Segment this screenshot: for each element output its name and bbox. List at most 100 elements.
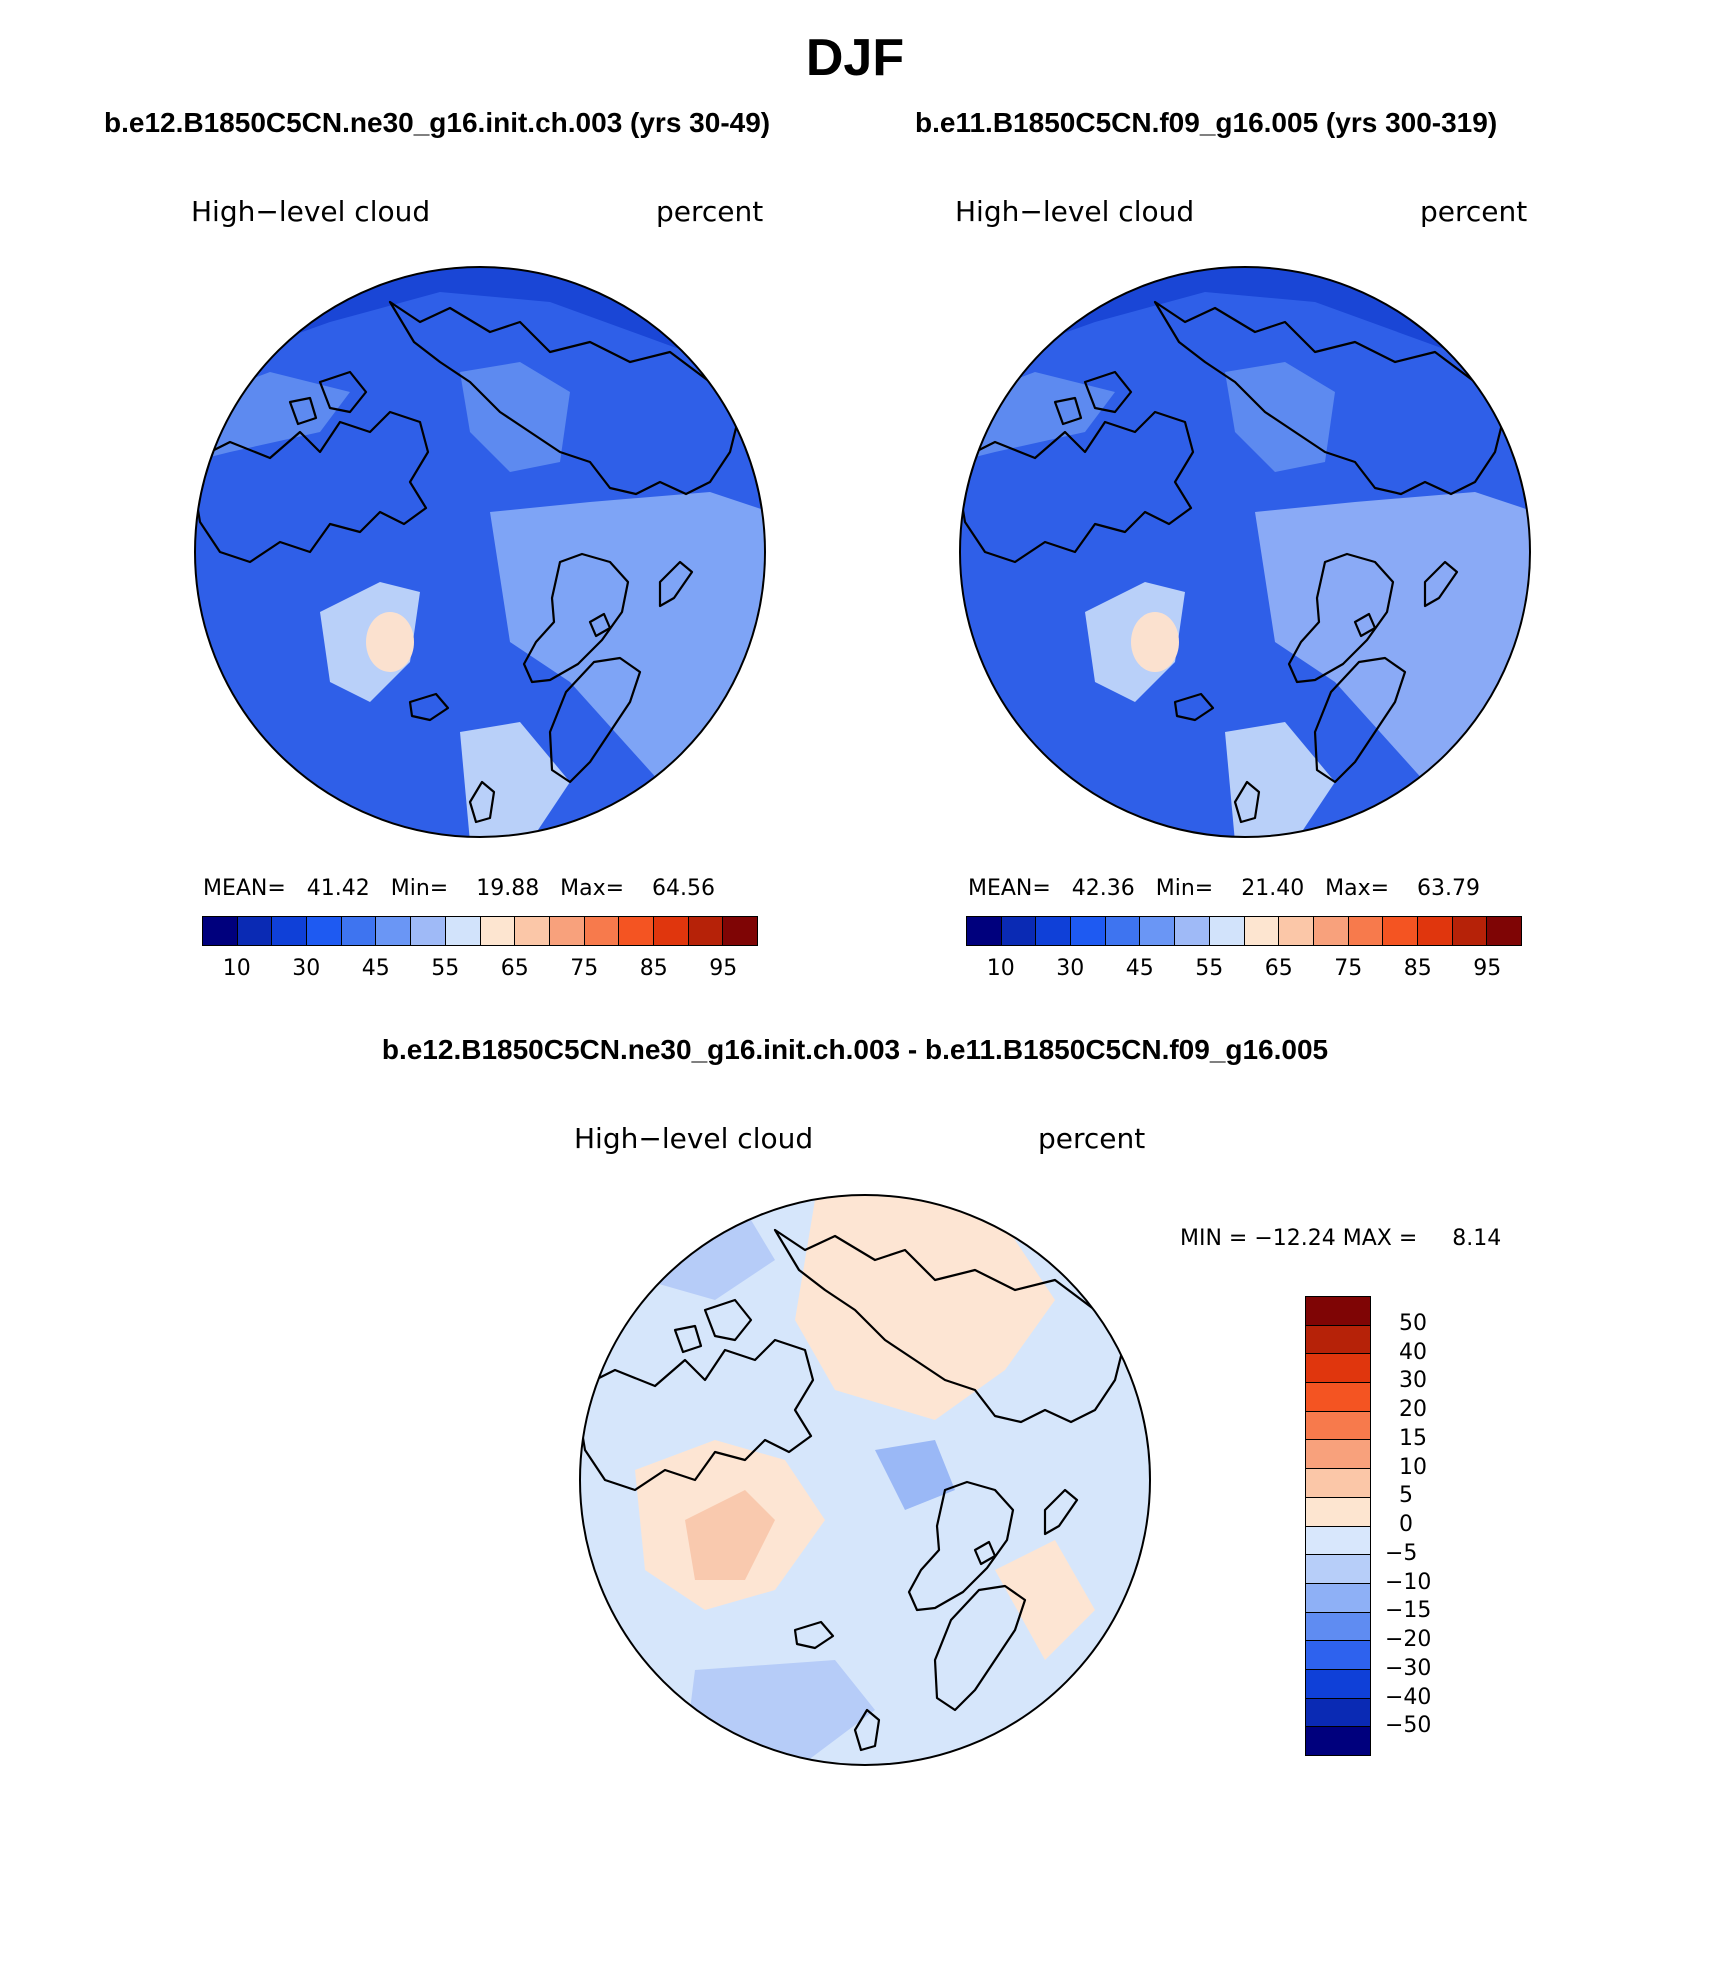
panel-1-map-boundary xyxy=(194,266,766,838)
panel-1-coastline xyxy=(658,560,694,608)
panel-2-colorbar-swatch xyxy=(1348,917,1384,945)
panel-1-coastline xyxy=(468,780,496,824)
diff-title: b.e12.B1850C5CN.ne30_g16.init.ch.003 - b… xyxy=(381,1034,1329,1065)
diff-colorbar-swatch xyxy=(1306,1555,1370,1584)
panel-1-map-fill xyxy=(195,267,765,837)
panel-2-colorbar-swatch xyxy=(1417,917,1453,945)
panel-2-polar-map xyxy=(959,266,1531,838)
panel-1-colorbar-swatch xyxy=(653,917,689,945)
panel-1-colorbar-tick-label: 65 xyxy=(500,956,529,981)
diff-coastline xyxy=(973,1540,997,1566)
panel-1-colorbar-swatch xyxy=(688,917,724,945)
diff-colorbar-tick-label: −50 xyxy=(1385,1713,1432,1739)
panel-2-colorbar-tick-label: 85 xyxy=(1403,956,1432,981)
panel-1-variable-label: High−level cloud xyxy=(191,195,431,228)
panel-2-map-fill xyxy=(960,267,1530,837)
diff-field-warm xyxy=(795,1195,1055,1420)
panel-1-colorbar-tick-label: 10 xyxy=(222,956,251,981)
panel-2-coastline xyxy=(1287,552,1395,684)
panel-1-colorbar-swatch xyxy=(515,917,550,945)
diff-colorbar-swatch xyxy=(1306,1383,1370,1412)
panel-1-colorbar-tick-label: 30 xyxy=(292,956,321,981)
diff-colorbar-swatch xyxy=(1306,1669,1370,1699)
diff-colorbar xyxy=(1305,1296,1371,1756)
diff-colorbar-swatch xyxy=(1306,1297,1370,1326)
panel-2-colorbar-swatch xyxy=(1105,917,1141,945)
panel-2-colorbar-swatch xyxy=(1313,917,1349,945)
panel-2-field-pale-2 xyxy=(1225,722,1335,837)
diff-colorbar-tick-label: 30 xyxy=(1399,1368,1427,1394)
panel-2-colorbar-tick-label: 55 xyxy=(1195,956,1224,981)
panel-2-colorbar-swatch xyxy=(967,917,1002,945)
diff-coastline xyxy=(907,1480,1015,1612)
diff-colorbar-tick-label: 5 xyxy=(1399,1483,1413,1509)
panel-2-case-title: b.e11.B1850C5CN.f09_g16.005 (yrs 300-319… xyxy=(915,107,1498,138)
panel-2-field-mid-2 xyxy=(1225,362,1335,472)
panel-1-colorbar xyxy=(202,916,758,946)
diff-colorbar-tick-label: 15 xyxy=(1399,1425,1427,1451)
panel-2-coastlines xyxy=(960,300,1507,824)
diff-colorbar-labels: 50 40 30 20 15 10 5 0 −5 −10 −15 −20 −30 −40 −50 xyxy=(1385,1296,1465,1756)
panel-1-colorbar-swatch xyxy=(341,917,377,945)
diff-colorbar-tick-label: −30 xyxy=(1385,1655,1432,1681)
diff-colorbar-tick-label: 0 xyxy=(1399,1512,1413,1537)
panel-1-colorbar-labels: 10 30 45 55 65 75 85 95 xyxy=(202,956,758,986)
panel-1-colorbar-swatch xyxy=(411,917,446,945)
panel-1-colorbar-tick-label: 95 xyxy=(709,956,738,981)
panel-2-colorbar-tick-label: 10 xyxy=(986,956,1015,981)
panel-2-colorbar-labels: 10 30 45 55 65 75 85 95 xyxy=(966,956,1522,986)
panel-2-colorbar-swatch xyxy=(1140,917,1176,945)
panel-1-coastline xyxy=(522,552,630,684)
panel-2-coastline xyxy=(1153,300,1507,496)
panel-1-colorbar-swatch xyxy=(549,917,585,945)
diff-colorbar-tick-label: −10 xyxy=(1385,1569,1432,1595)
panel-2-colorbar-swatch xyxy=(1036,917,1072,945)
panel-2-colorbar-swatch xyxy=(1383,917,1418,945)
panel-2-colorbar-swatch xyxy=(1071,917,1106,945)
panel-1-colorbar-swatch xyxy=(480,917,516,945)
diff-colorbar-tick-label: −40 xyxy=(1385,1684,1432,1710)
diff-coastline xyxy=(580,1338,815,1492)
diff-colorbar-swatch xyxy=(1306,1411,1370,1441)
panel-2-coastline xyxy=(1173,692,1215,722)
diff-coastline xyxy=(933,1584,1027,1712)
panel-1-colorbar-swatch xyxy=(376,917,412,945)
panel-1-colorbar-swatch xyxy=(619,917,654,945)
diff-colorbar-tick-label: −15 xyxy=(1385,1598,1432,1624)
panel-1-coastline xyxy=(548,656,642,784)
diff-field-warm-3 xyxy=(995,1540,1095,1660)
panel-1-coastline xyxy=(388,300,742,496)
diff-coastline xyxy=(1043,1488,1079,1536)
panel-1-colorbar-tick-label: 75 xyxy=(570,956,599,981)
diff-colorbar-swatch xyxy=(1306,1641,1370,1670)
diff-map-fill xyxy=(580,1195,1150,1765)
panel-1-colorbar-swatch xyxy=(307,917,342,945)
panel-1-coastline xyxy=(195,410,430,564)
panel-1-field-mid-2 xyxy=(460,362,570,472)
panel-2-colorbar-swatch xyxy=(1487,917,1521,945)
diff-colorbar-swatch xyxy=(1306,1354,1370,1384)
panel-1-coastline xyxy=(318,370,368,414)
diff-colorbar-swatch xyxy=(1306,1727,1370,1755)
diff-coastlines xyxy=(580,1228,1127,1752)
diff-coastline xyxy=(853,1708,881,1752)
panel-2-colorbar-swatch xyxy=(1209,917,1245,945)
diff-field-cooler xyxy=(875,1440,955,1510)
panel-1-field-pale-2 xyxy=(460,722,570,837)
panel-1-colorbar-swatch xyxy=(445,917,481,945)
panel-1-case-title: b.e12.B1850C5CN.ne30_g16.init.ch.003 (yr… xyxy=(104,107,771,138)
panel-2-stats: MEAN= 42.36 Min= 21.40 Max= 63.79 xyxy=(968,876,1481,901)
panel-2-colorbar-swatch xyxy=(1244,917,1280,945)
panel-2-colorbar-swatch xyxy=(1001,917,1037,945)
diff-coastline xyxy=(703,1298,753,1342)
diff-colorbar-swatch xyxy=(1306,1325,1370,1355)
panel-2-units-label: percent xyxy=(1420,195,1528,228)
diff-polar-map xyxy=(579,1194,1151,1766)
panel-1-coastline xyxy=(288,396,318,426)
panel-2-colorbar-tick-label: 65 xyxy=(1264,956,1293,981)
panel-2-colorbar-tick-label: 75 xyxy=(1334,956,1363,981)
panel-1-units-label: percent xyxy=(656,195,764,228)
panel-2-colorbar-swatch xyxy=(1175,917,1210,945)
panel-2-coastline xyxy=(960,410,1195,564)
panel-2-colorbar-tick-label: 95 xyxy=(1473,956,1502,981)
